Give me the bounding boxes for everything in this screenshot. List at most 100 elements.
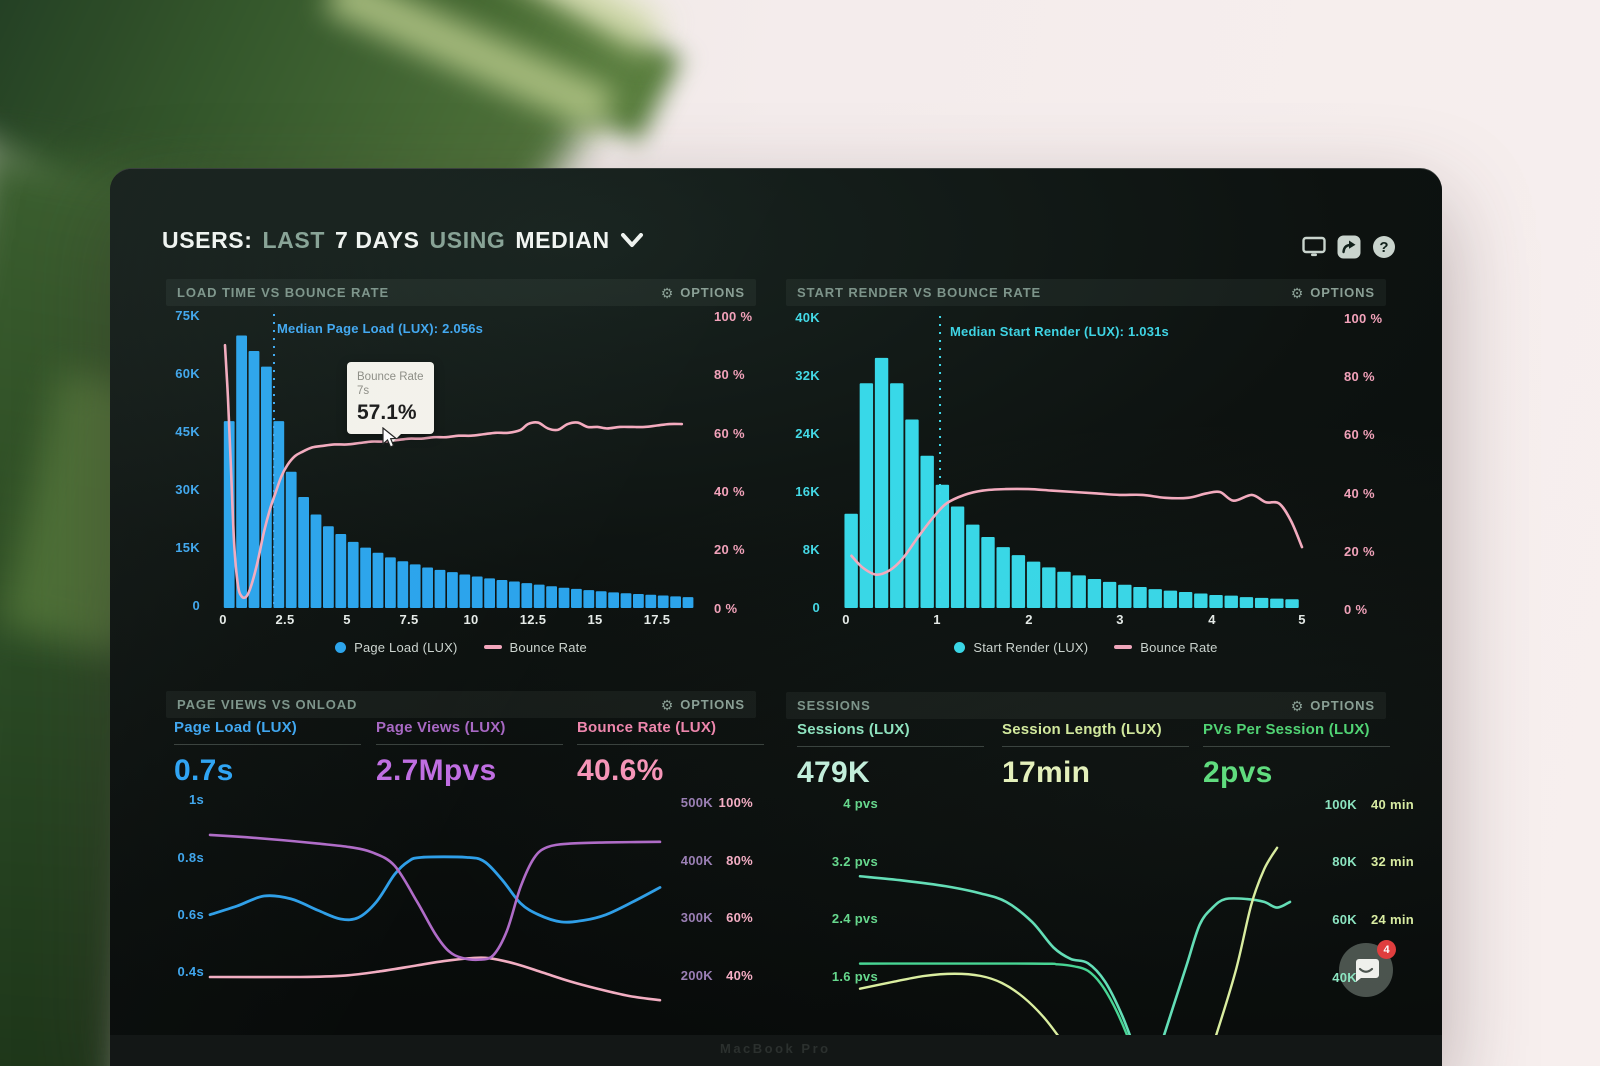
metric-block: Page Load (LUX) 0.7s [174, 719, 361, 788]
y-axis-tick: 60 % [1344, 427, 1375, 443]
y-axis-tick: 100 % [714, 309, 753, 324]
metric-block: Sessions (LUX) 479K [797, 721, 984, 790]
metric-label: Bounce Rate (LUX) [577, 719, 764, 745]
y-axis-tick: 400K [680, 853, 713, 868]
y-axis-tick: 60 % [714, 425, 745, 441]
y-axis-tick: 80K [1332, 854, 1357, 869]
legend-label: Bounce Rate [509, 639, 587, 655]
chevron-down-icon [620, 233, 643, 247]
display-icon[interactable] [1302, 235, 1326, 259]
help-icon[interactable]: ? [1372, 235, 1396, 259]
device-brand-label: MacBook Pro [720, 1041, 831, 1056]
chat-widget-button[interactable]: 4 [1339, 940, 1396, 997]
y-axis-tick: 20 % [714, 542, 745, 558]
legend-dot-icon [335, 641, 347, 653]
options-button[interactable]: ⚙ OPTIONS [1290, 697, 1375, 714]
y-axis-tick: 45K [175, 424, 200, 439]
chat-bubble-icon [1356, 959, 1379, 982]
y-axis-tick: 0.6s [177, 907, 204, 922]
header-toolbar: ? [1302, 235, 1396, 259]
y-axis-tick: 0.8s [177, 850, 204, 865]
y-axis-tick: 1.6 pvs [831, 969, 878, 984]
x-axis-tick: 3 [1116, 612, 1124, 627]
y-axis-tick: 200K [680, 968, 713, 983]
legend-item: Start Render (LUX) [954, 640, 1088, 655]
y-axis-tick: 80 % [1344, 369, 1375, 385]
y-axis-tick: 0 [192, 598, 200, 613]
sessions-chart[interactable] [786, 791, 1386, 1035]
metric-label: PVs Per Session (LUX) [1203, 721, 1390, 747]
y-axis-tick: 1s [188, 792, 204, 807]
y-axis-tick: 40 min [1371, 797, 1414, 812]
y-axis-tick: 3.2 pvs [831, 854, 878, 869]
y-axis-tick: 100% [718, 795, 753, 810]
median-annotation: Median Start Render (LUX): 1.031s [950, 324, 1169, 339]
laptop: USERS: LAST 7 DAYS USING MEDIAN ? [110, 168, 1442, 1066]
y-axis-tick: 30K [175, 482, 200, 497]
chart-legend: Page Load (LUX) Bounce Rate [166, 637, 756, 657]
legend-line-icon [483, 645, 502, 649]
options-button[interactable]: ⚙ OPTIONS [660, 696, 745, 713]
y-axis-tick: 2.4 pvs [831, 911, 878, 926]
load-time-chart[interactable] [166, 301, 756, 646]
x-axis-tick: 4 [1208, 612, 1216, 627]
legend-item: Bounce Rate [483, 639, 587, 655]
y-axis-tick: 20 % [1344, 543, 1375, 559]
date-range-dropdown[interactable]: USERS: LAST 7 DAYS USING MEDIAN [162, 227, 644, 254]
y-axis-tick: 40 % [714, 483, 745, 499]
y-axis-tick: 32K [795, 368, 820, 383]
metric-block: PVs Per Session (LUX) 2pvs [1203, 721, 1390, 790]
metric-label: Page Views (LUX) [376, 719, 563, 745]
panel-header-page-views: PAGE VIEWS VS ONLOAD ⚙ OPTIONS [166, 691, 756, 718]
options-button[interactable]: ⚙ OPTIONS [1290, 284, 1375, 301]
x-axis-tick: 15 [587, 612, 603, 627]
plant-leaf [323, 0, 617, 134]
y-axis-tick: 40% [726, 968, 753, 983]
x-axis-tick: 7.5 [399, 612, 419, 627]
tooltip-value: 57.1% [357, 401, 417, 424]
metric-value: 40.6% [577, 754, 664, 787]
y-axis-tick: 32 min [1371, 854, 1414, 869]
y-axis-tick: 0 % [714, 600, 738, 616]
y-axis-tick: 300K [680, 910, 713, 925]
y-axis-tick: 75K [175, 308, 200, 323]
y-axis-tick: 500K [680, 795, 713, 810]
panel-title: LOAD TIME VS BOUNCE RATE [177, 285, 390, 300]
plant-leaf [436, 0, 664, 57]
metric-value: 2.7Mpvs [376, 754, 497, 787]
panel-title: PAGE VIEWS VS ONLOAD [177, 697, 358, 712]
x-axis-tick: 1 [933, 612, 941, 627]
y-axis-tick: 40K [1332, 970, 1357, 985]
x-axis-tick: 10 [463, 612, 479, 627]
y-axis-tick: 40 % [1344, 485, 1375, 501]
y-axis-tick: 8K [802, 542, 820, 557]
x-axis-tick: 0 [842, 612, 850, 627]
gear-icon: ⚙ [1290, 697, 1305, 714]
legend-item: Bounce Rate [1114, 640, 1217, 655]
title-part: 7 DAYS [334, 227, 420, 253]
y-axis-tick: 60K [1332, 912, 1357, 927]
metric-label: Page Load (LUX) [174, 719, 361, 745]
plant-leaf [157, 0, 683, 143]
tooltip-label: Bounce Rate [357, 371, 424, 383]
gear-icon: ⚙ [660, 284, 675, 301]
metric-value: 479K [797, 756, 870, 789]
share-icon[interactable] [1337, 235, 1361, 259]
y-axis-tick: 15K [175, 540, 200, 555]
start-render-chart[interactable] [786, 301, 1386, 646]
panel-header-start-render: START RENDER VS BOUNCE RATE ⚙ OPTIONS [786, 279, 1386, 306]
gear-icon: ⚙ [1290, 284, 1305, 301]
y-axis-tick: 80 % [714, 367, 745, 383]
title-part: USERS: [162, 227, 253, 253]
y-axis-tick: 0 [812, 600, 820, 615]
y-axis-tick: 0.4s [177, 964, 204, 979]
options-button[interactable]: ⚙ OPTIONS [660, 284, 745, 301]
metric-block: Bounce Rate (LUX) 40.6% [577, 719, 764, 788]
page-views-chart[interactable] [166, 791, 756, 1035]
legend-line-icon [1114, 645, 1133, 649]
metric-block: Page Views (LUX) 2.7Mpvs [376, 719, 563, 788]
x-axis-tick: 2 [1025, 612, 1033, 627]
y-axis-tick: 100 % [1344, 311, 1383, 326]
legend-label: Bounce Rate [1140, 639, 1218, 655]
